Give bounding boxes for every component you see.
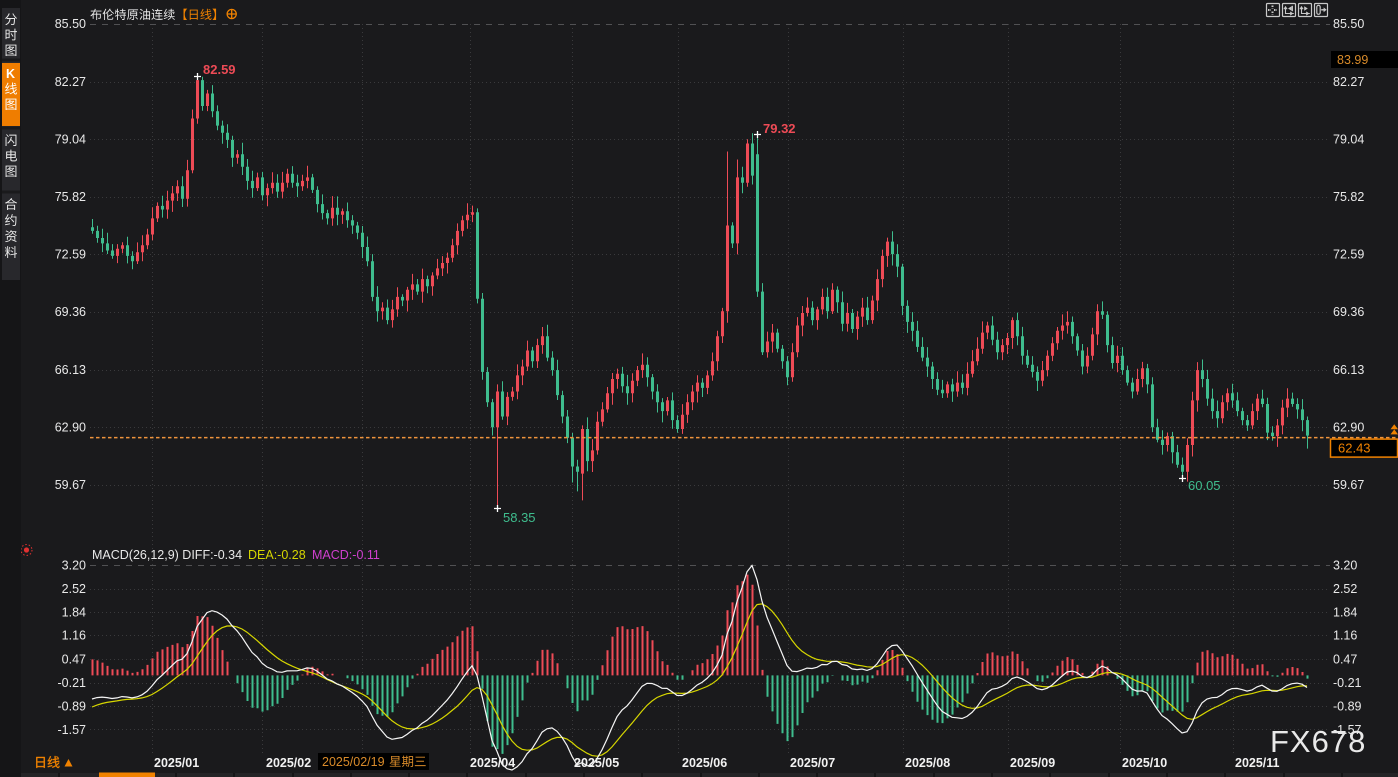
svg-text:72.59: 72.59 — [55, 248, 86, 262]
svg-text:-1.57: -1.57 — [58, 723, 87, 737]
svg-text:1.16: 1.16 — [1333, 629, 1357, 643]
svg-text:2025/08: 2025/08 — [905, 756, 950, 770]
svg-text:2.52: 2.52 — [1333, 582, 1357, 596]
svg-text:85.50: 85.50 — [55, 17, 86, 31]
svg-text:-0.21: -0.21 — [1333, 676, 1362, 690]
svg-text:69.36: 69.36 — [55, 305, 86, 319]
svg-text:75.82: 75.82 — [1333, 190, 1364, 204]
svg-text:DEA:-0.28: DEA:-0.28 — [248, 548, 306, 562]
svg-text:-0.21: -0.21 — [58, 676, 87, 690]
svg-text:MACD:-0.11: MACD:-0.11 — [312, 548, 380, 562]
svg-text:2.52: 2.52 — [62, 582, 86, 596]
svg-text:FX678: FX678 — [1270, 724, 1366, 759]
svg-text:3.20: 3.20 — [62, 559, 86, 573]
svg-text:2025/05: 2025/05 — [574, 756, 619, 770]
svg-text:2025/07: 2025/07 — [790, 756, 835, 770]
svg-text:2025/01: 2025/01 — [154, 756, 199, 770]
svg-text:2025/09: 2025/09 — [1010, 756, 1055, 770]
svg-text:62.90: 62.90 — [55, 421, 86, 435]
svg-text:82.27: 82.27 — [55, 75, 86, 89]
svg-text:1.16: 1.16 — [62, 629, 86, 643]
svg-text:82.59: 82.59 — [203, 62, 236, 77]
svg-text:66.13: 66.13 — [55, 363, 86, 377]
svg-text:59.67: 59.67 — [1333, 478, 1364, 492]
svg-text:2025/04: 2025/04 — [470, 756, 515, 770]
svg-text:62.90: 62.90 — [1333, 421, 1364, 435]
svg-text:82.27: 82.27 — [1333, 75, 1364, 89]
svg-text:1.84: 1.84 — [1333, 605, 1357, 619]
svg-text:0.47: 0.47 — [1333, 653, 1357, 667]
svg-text:MACD(26,12,9) DIFF:-0.34: MACD(26,12,9) DIFF:-0.34 — [92, 548, 242, 562]
svg-text:58.35: 58.35 — [503, 510, 536, 525]
svg-text:75.82: 75.82 — [55, 190, 86, 204]
svg-text:2025/11: 2025/11 — [1235, 756, 1280, 770]
svg-text:2025/10: 2025/10 — [1122, 756, 1167, 770]
svg-text:69.36: 69.36 — [1333, 305, 1364, 319]
svg-text:72.59: 72.59 — [1333, 248, 1364, 262]
svg-text:83.99: 83.99 — [1337, 53, 1368, 67]
svg-text:K: K — [6, 67, 15, 81]
svg-text:-0.89: -0.89 — [1333, 699, 1362, 713]
svg-text:62.43: 62.43 — [1338, 441, 1371, 456]
svg-text:2025/02: 2025/02 — [266, 756, 311, 770]
svg-text:-1.57: -1.57 — [1333, 723, 1362, 737]
svg-text:60.05: 60.05 — [1188, 478, 1221, 493]
svg-text:79.04: 79.04 — [1333, 133, 1364, 147]
svg-text:79.32: 79.32 — [763, 121, 796, 136]
svg-text:0.47: 0.47 — [62, 653, 86, 667]
svg-text:66.13: 66.13 — [1333, 363, 1364, 377]
svg-text:1.84: 1.84 — [62, 605, 86, 619]
svg-text:2025/02/19: 2025/02/19 — [322, 755, 385, 769]
svg-text:-0.89: -0.89 — [58, 699, 87, 713]
svg-text:3.20: 3.20 — [1333, 559, 1357, 573]
svg-text:59.67: 59.67 — [55, 478, 86, 492]
svg-text:79.04: 79.04 — [55, 133, 86, 147]
svg-text:2025/06: 2025/06 — [682, 756, 727, 770]
svg-text:85.50: 85.50 — [1333, 17, 1364, 31]
